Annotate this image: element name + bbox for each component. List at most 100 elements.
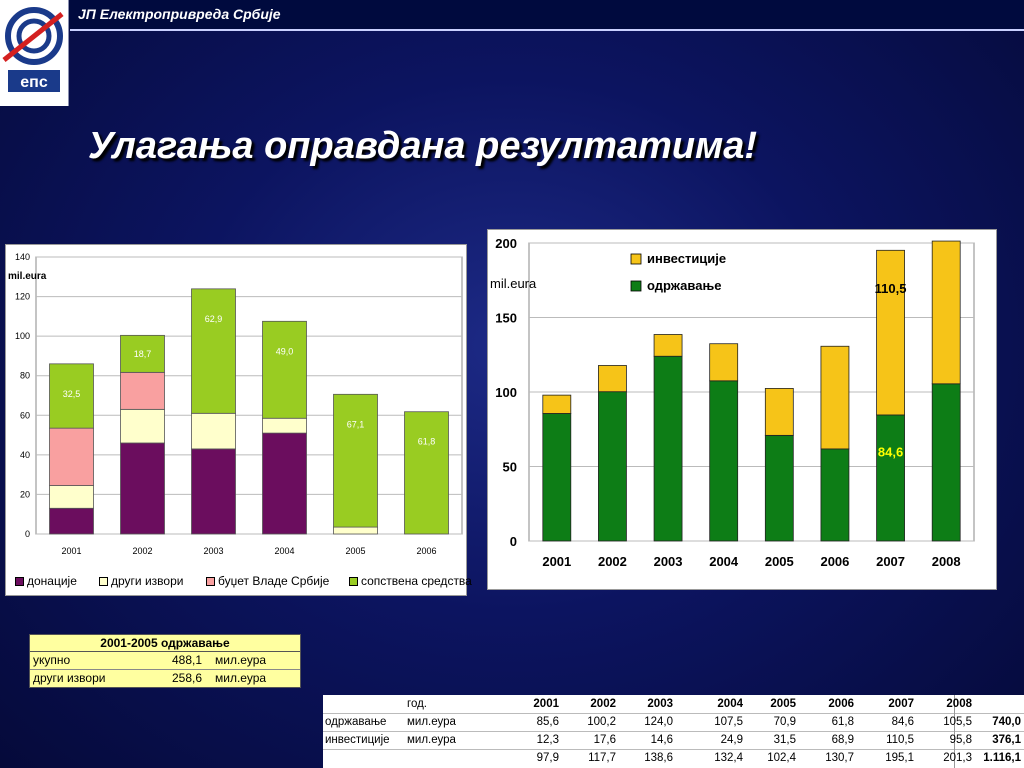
bar-segment	[820, 448, 850, 542]
bar-segment	[542, 413, 572, 542]
table-cell: 17,6	[593, 734, 616, 746]
bar-segment	[120, 371, 165, 410]
table-cell: 84,6	[891, 716, 914, 728]
x-tick-label: 2003	[654, 554, 683, 569]
x-tick-label: 2002	[598, 554, 627, 569]
summary-value: 488,1	[172, 653, 203, 667]
summary-title: 2001-2005 одржавање	[30, 635, 300, 652]
total-column-divider	[954, 695, 955, 768]
data-label: 18,7	[134, 349, 152, 359]
table-total: 1.116,1	[983, 752, 1021, 764]
bar-segment	[191, 448, 236, 535]
yearly-data-table: год. 2001 2002 2003 2004 2005 2006 2007 2008 одр…	[323, 695, 1024, 768]
y-tick-label: 60	[20, 410, 30, 420]
page-title: Улагања оправдана резултатима!	[88, 125, 758, 167]
data-label: 84,6	[878, 445, 903, 460]
y-tick-label: 140	[15, 252, 30, 262]
bar-segment	[191, 288, 236, 414]
table-cell: 124,0	[644, 716, 673, 728]
bar-segment	[120, 442, 165, 535]
bar-segment	[333, 393, 378, 528]
bar-segment	[542, 394, 572, 414]
y-unit-label: mil.eura	[490, 276, 537, 291]
legend-label: одржавање	[647, 278, 721, 293]
bar-segment	[653, 355, 683, 542]
bar-segment	[820, 345, 850, 450]
bar-segment	[931, 240, 961, 385]
y-tick-label: 150	[495, 311, 517, 326]
table-cell: 105,5	[943, 716, 972, 728]
table-cell: 138,6	[644, 752, 673, 764]
y-tick-label: 120	[15, 292, 30, 302]
x-tick-label: 2005	[765, 554, 794, 569]
bar-segment	[598, 391, 627, 542]
funding-chart-panel: 0 20 40 60 80 100 120 140 mil.eura 32,5 2001 18,7 20…	[5, 244, 467, 596]
x-tick-label: 2004	[274, 546, 294, 556]
legend-item-sopstvena: сопствена средства	[349, 574, 472, 588]
table-cell: 110,5	[886, 734, 914, 746]
bar-segment	[49, 363, 94, 429]
eps-logo: епс	[0, 0, 69, 106]
x-tick-label: 2005	[345, 546, 365, 556]
table-row-unit: мил.еура	[407, 716, 456, 728]
legend-label: инвестиције	[647, 251, 726, 266]
bar-segment	[709, 380, 739, 542]
legend-swatch-budzet	[206, 577, 215, 587]
logo-text: епс	[20, 74, 48, 91]
table-cell: 132,4	[714, 752, 743, 764]
legend-swatch	[630, 280, 642, 292]
bar-segment	[931, 383, 961, 542]
summary-row: други извори 258,6 мил.еура	[30, 670, 300, 687]
table-cell: 117,7	[588, 752, 616, 764]
bar-segment	[49, 485, 94, 509]
table-year-header: 2004	[717, 698, 743, 710]
summary-unit: мил.еура	[215, 653, 267, 667]
x-tick-label: 2004	[709, 554, 739, 569]
y-tick-label: 100	[15, 331, 30, 341]
data-label: 32,5	[63, 389, 81, 399]
bar-segment	[876, 249, 905, 416]
summary-label: други извори	[33, 671, 106, 685]
plot-area	[35, 256, 463, 535]
table-row-unit: мил.еура	[407, 734, 456, 746]
bar-segment	[333, 526, 378, 535]
table-year-header: 2003	[647, 698, 673, 710]
x-tick-label: 2002	[132, 546, 152, 556]
x-tick-label: 2003	[203, 546, 223, 556]
y-tick-label: 100	[495, 385, 517, 400]
header-divider	[70, 29, 1024, 31]
y-tick-label: 0	[25, 529, 30, 539]
table-row-name: одржавање	[325, 716, 387, 728]
bar-segment	[262, 417, 307, 434]
header-band	[0, 0, 1024, 30]
table-cell: 97,9	[536, 752, 559, 764]
bar-segment	[49, 507, 94, 535]
bar-segment	[120, 334, 165, 373]
table-year-header: 2005	[770, 698, 796, 710]
data-label: 67,1	[347, 419, 365, 429]
data-label: 49,0	[276, 346, 294, 356]
bar-segment	[120, 408, 165, 444]
table-cell: 12,3	[536, 734, 559, 746]
y-tick-label: 0	[510, 534, 517, 549]
bar-segment	[262, 432, 307, 535]
table-divider	[323, 713, 1024, 714]
bar-segment	[876, 414, 905, 542]
x-tick-label: 2006	[416, 546, 436, 556]
x-tick-label: 2007	[876, 554, 905, 569]
x-tick-label: 2006	[820, 554, 849, 569]
legend-swatch	[630, 253, 642, 265]
table-cell: 201,3	[943, 752, 972, 764]
table-cell: 100,2	[587, 716, 616, 728]
x-tick-label: 2008	[932, 554, 961, 569]
bar-segment	[764, 388, 794, 436]
funding-chart-legend: донације други извори буџет Владе Србије…	[3, 570, 472, 592]
y-tick-label: 80	[20, 371, 30, 381]
y-tick-label: 20	[20, 489, 30, 499]
table-year-header: 2006	[828, 698, 854, 710]
maintenance-summary-table: 2001-2005 одржавање укупно 488,1 мил.еур…	[29, 634, 301, 688]
maintenance-investment-chart: 0 50 100 150 200 mil.eura 2001 2002 2003 2004 2005…	[490, 236, 975, 569]
table-year-header: 2007	[888, 698, 914, 710]
table-cell: 70,9	[773, 716, 796, 728]
table-cell: 68,9	[831, 734, 854, 746]
